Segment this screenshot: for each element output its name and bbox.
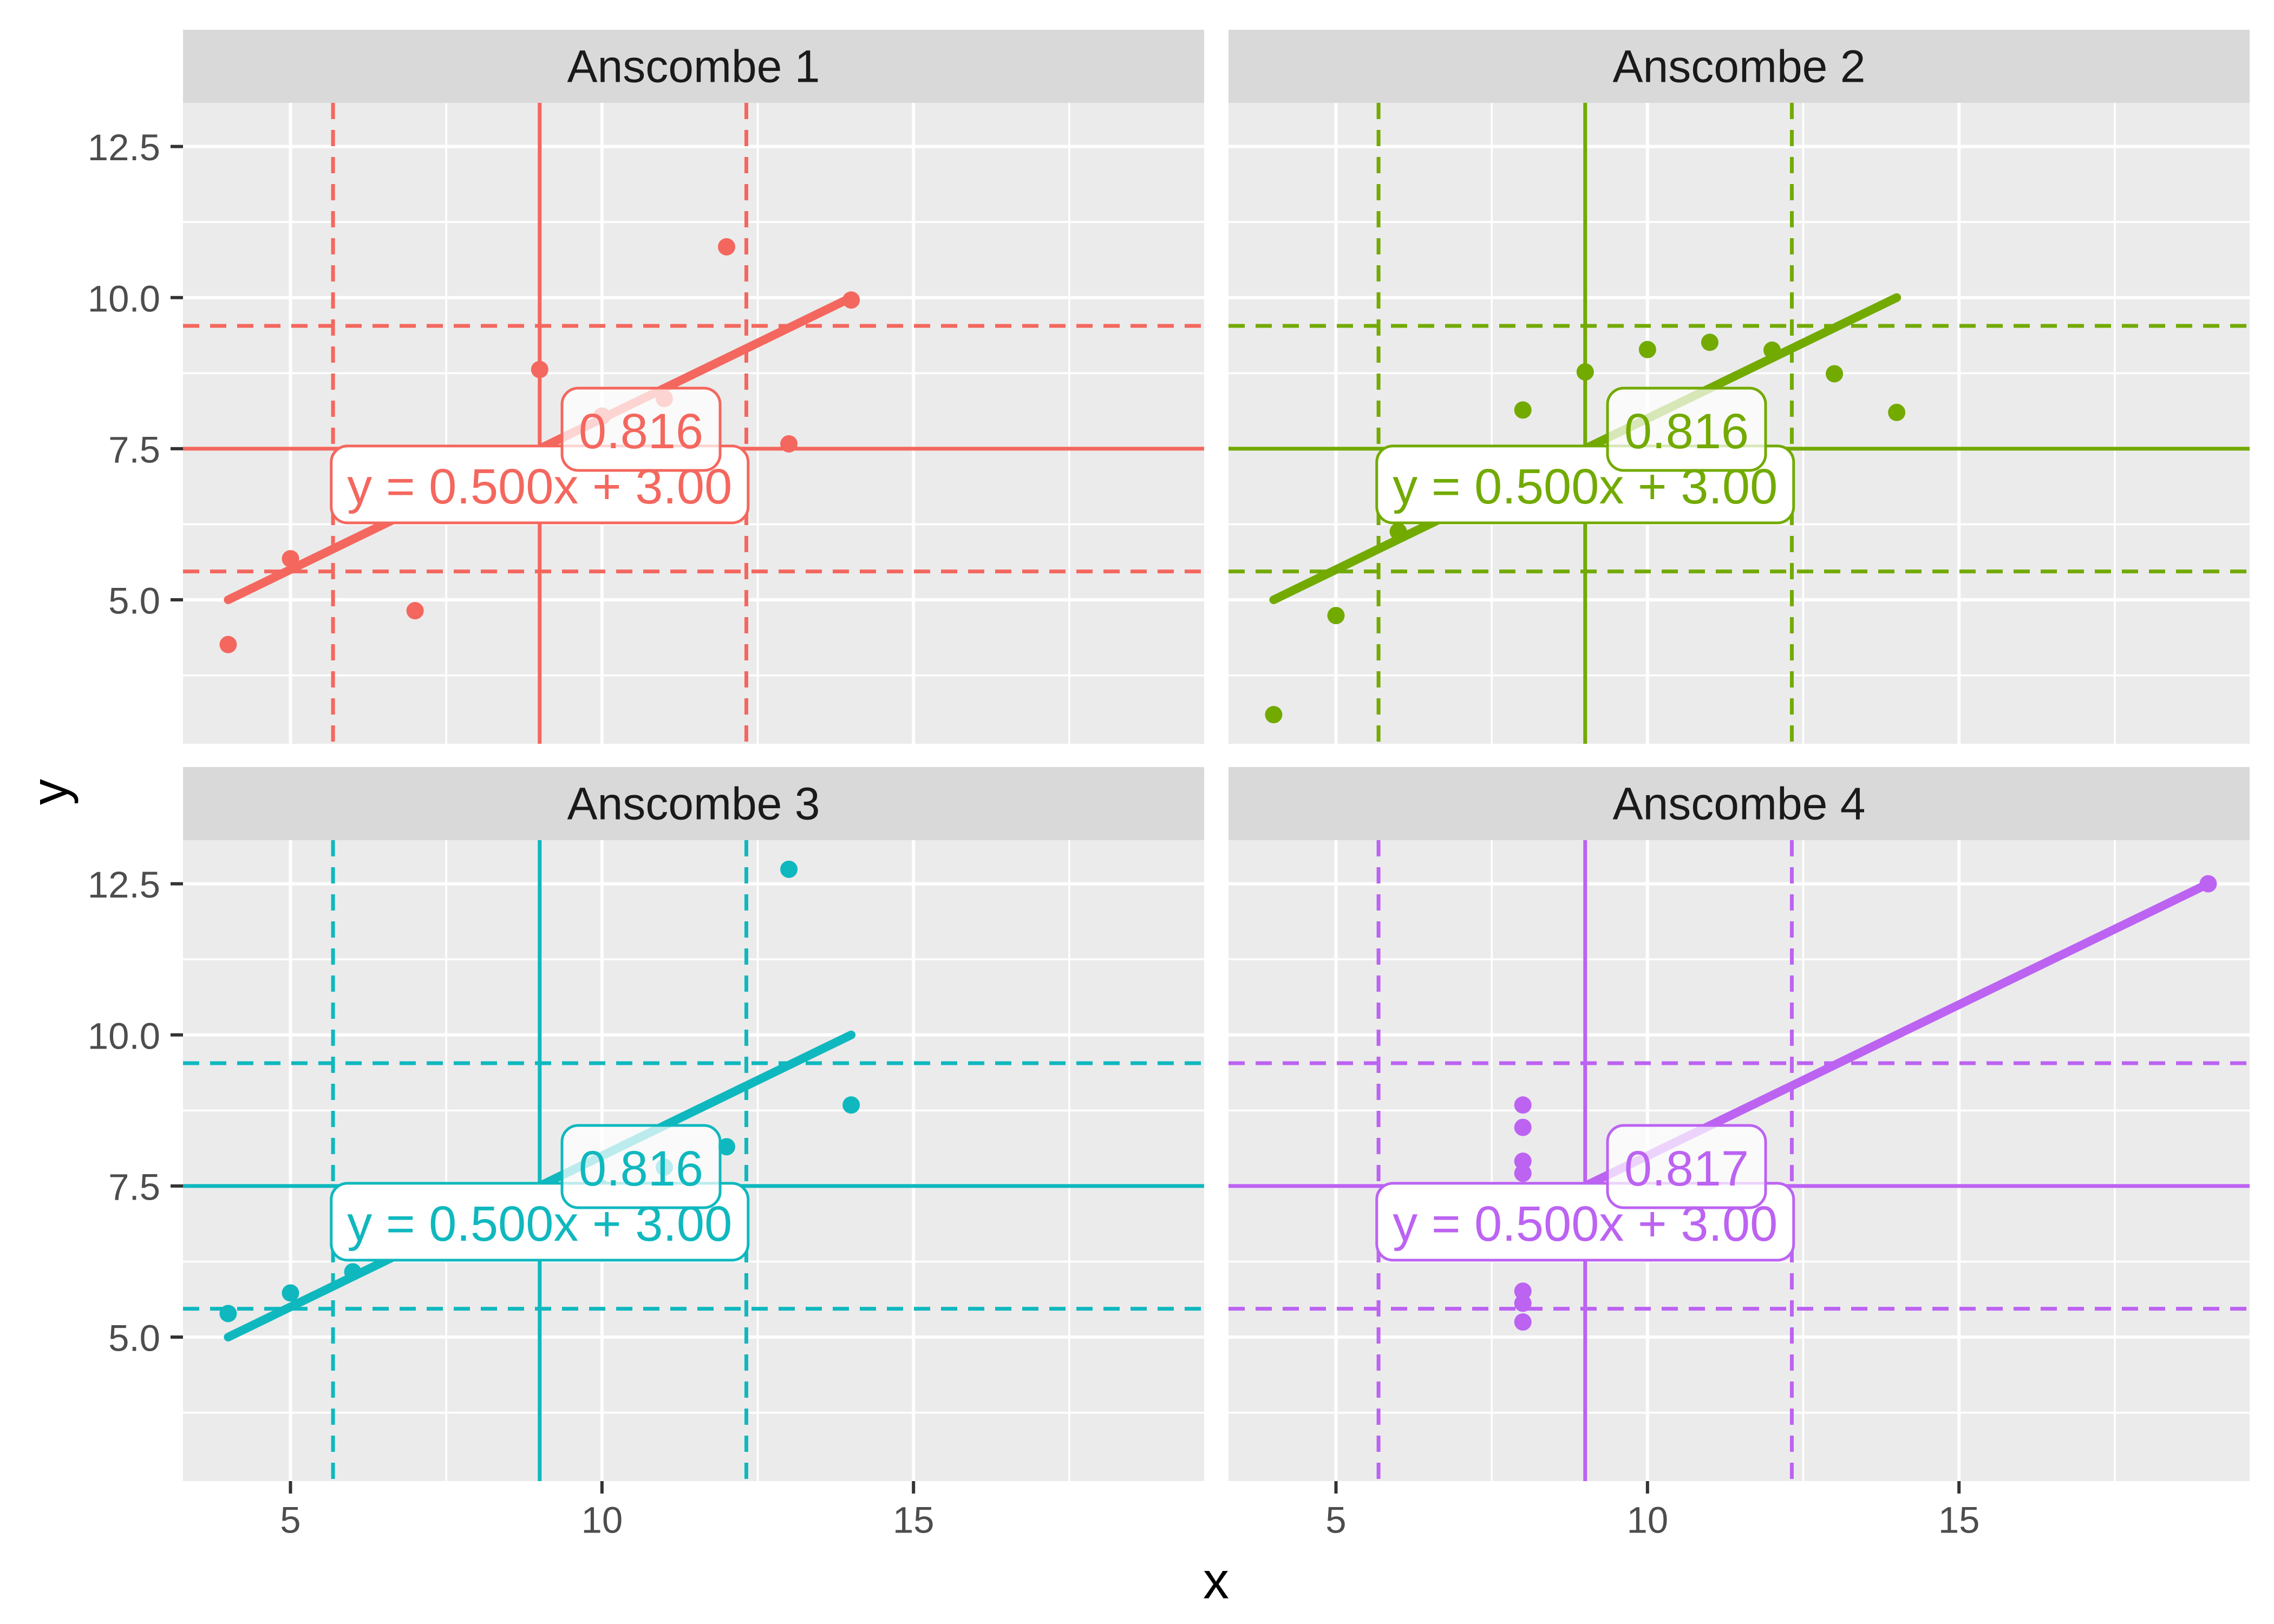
y-tick-label: 5.0 (108, 580, 160, 622)
data-point (219, 1305, 237, 1322)
x-tick-label: 10 (1626, 1499, 1668, 1541)
data-point (717, 1138, 735, 1156)
facet-strip (1229, 767, 2250, 840)
data-point (282, 1284, 299, 1302)
data-point (219, 636, 237, 653)
data-point (1576, 363, 1594, 381)
data-point (1514, 1118, 1532, 1136)
data-point (1514, 1313, 1532, 1331)
y-tick-label: 7.5 (108, 1166, 160, 1208)
data-point (780, 435, 798, 453)
data-point (1514, 1282, 1532, 1300)
facet-strip (183, 30, 1204, 103)
x-tick-label: 5 (1325, 1499, 1346, 1541)
data-point (1514, 1164, 1532, 1182)
y-tick-label: 7.5 (108, 429, 160, 470)
data-point (531, 361, 548, 378)
facet-anscombe-4: Anscombe 4y = 0.500x + 3.000.817 (1229, 767, 2250, 1481)
data-point (406, 602, 424, 620)
facet-strip (183, 767, 1204, 840)
data-point (780, 860, 798, 878)
y-tick-label: 10.0 (88, 1015, 160, 1057)
y-tick-label: 10.0 (88, 278, 160, 319)
facet-anscombe-2: Anscombe 2y = 0.500x + 3.000.816 (1229, 30, 2250, 744)
correlation-label: 0.816 (1624, 404, 1749, 459)
facet-strip-title: Anscombe 2 (1613, 41, 1866, 92)
correlation-label: 0.816 (579, 1141, 703, 1196)
axes: 12.5 10.0 7.5 5.0 12.5 10.0 7.5 5.0 5 10 15 5 10 15 (88, 127, 1980, 1541)
correlation-label-box (1606, 1124, 1767, 1209)
correlation-label-box (560, 1124, 722, 1209)
facet-strip-title: Anscombe 4 (1613, 778, 1866, 829)
correlation-label-box (560, 387, 722, 472)
facet-strip (1229, 30, 2250, 103)
correlation-label: 0.816 (579, 404, 703, 459)
x-tick-label: 15 (1938, 1499, 1980, 1541)
x-tick-label: 10 (581, 1499, 623, 1541)
facet-anscombe-3: Anscombe 3y = 0.500x + 3.000.816 (183, 767, 1204, 1481)
y-tick-label: 12.5 (88, 127, 160, 168)
x-tick-label: 5 (280, 1499, 300, 1541)
data-point (1826, 365, 1844, 383)
data-point (1514, 401, 1532, 419)
data-point (1327, 607, 1345, 625)
y-tick-label: 12.5 (88, 864, 160, 906)
data-point (1514, 1096, 1532, 1114)
data-point (717, 238, 735, 256)
data-point (1265, 706, 1283, 724)
x-tick-label: 15 (893, 1499, 935, 1541)
facet-panels: Anscombe 1y = 0.500x + 3.000.816Anscombe… (183, 30, 2250, 1481)
data-point (1701, 333, 1718, 351)
correlation-label: 0.817 (1624, 1141, 1749, 1196)
correlation-label-box (1606, 387, 1767, 472)
x-axis-title: x (1203, 1552, 1229, 1610)
data-point (1514, 1294, 1532, 1312)
data-point (842, 1096, 860, 1114)
y-tick-label: 5.0 (108, 1318, 160, 1359)
y-axis-title: y (21, 779, 79, 805)
facet-anscombe-1: Anscombe 1y = 0.500x + 3.000.816 (183, 30, 1204, 744)
data-point (1638, 340, 1656, 358)
facet-strip-title: Anscombe 1 (567, 41, 820, 92)
data-point (1888, 403, 1906, 421)
facet-strip-title: Anscombe 3 (567, 778, 820, 829)
data-point (1514, 1152, 1532, 1170)
